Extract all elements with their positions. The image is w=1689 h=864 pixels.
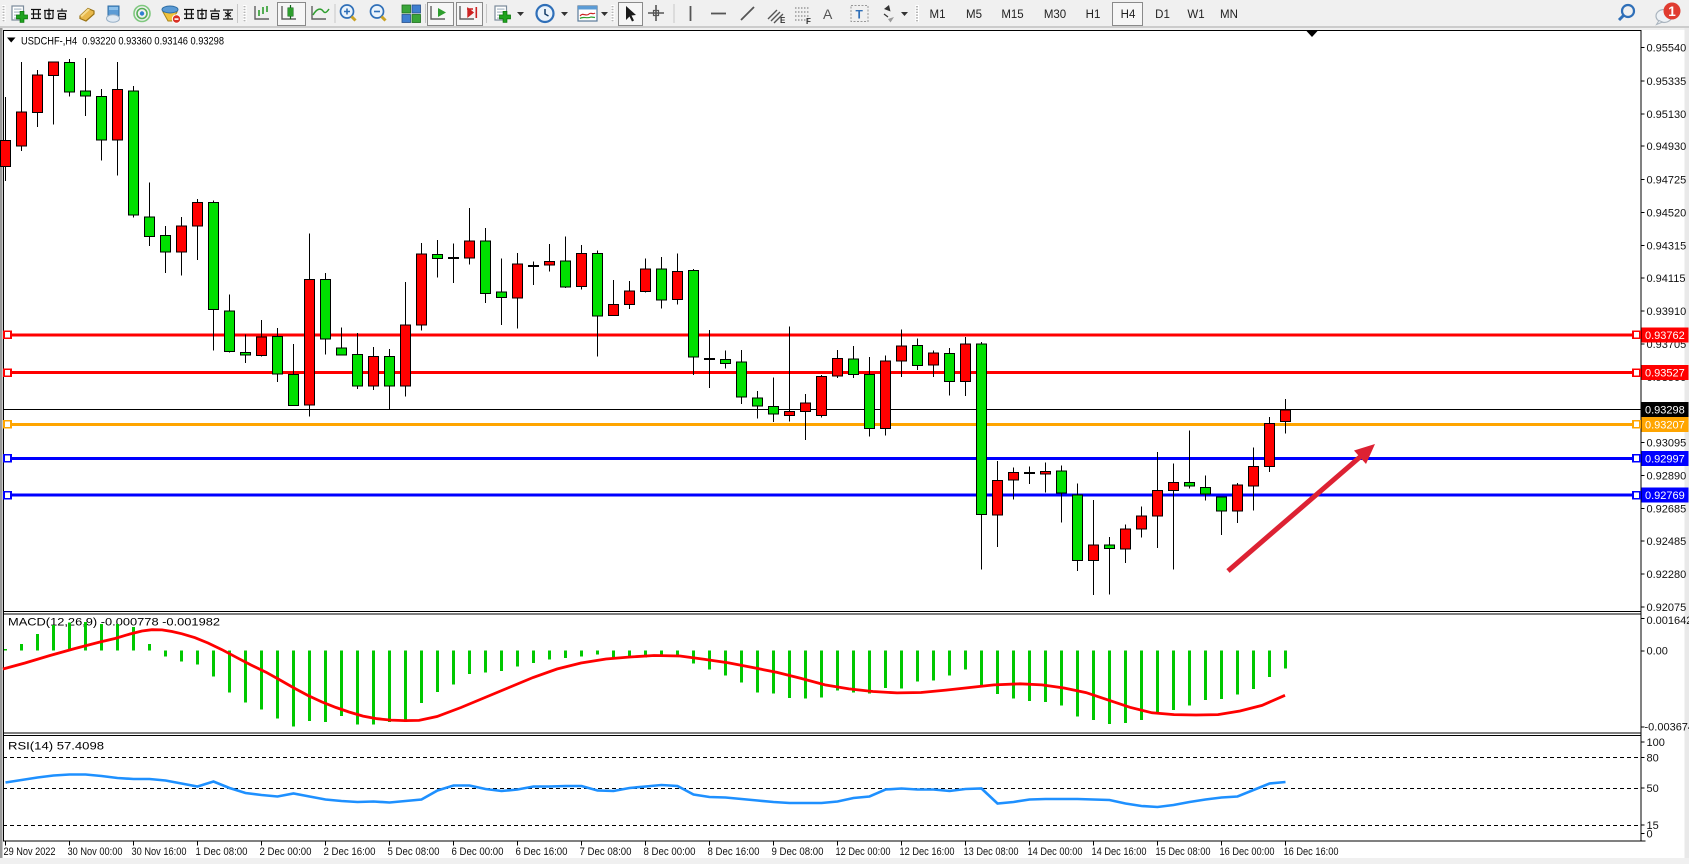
svg-text:100: 100 — [1647, 737, 1665, 749]
svg-text:12 Dec 00:00: 12 Dec 00:00 — [836, 846, 891, 858]
svg-text:9 Dec 08:00: 9 Dec 08:00 — [772, 846, 824, 858]
svg-text:0.95130: 0.95130 — [1647, 109, 1687, 121]
svg-text:M30: M30 — [1044, 9, 1066, 21]
svg-text:0.92890: 0.92890 — [1647, 471, 1687, 483]
svg-text:0.94725: 0.94725 — [1647, 174, 1687, 186]
svg-text:14 Dec 00:00: 14 Dec 00:00 — [1028, 846, 1083, 858]
svg-text:15: 15 — [1647, 820, 1659, 832]
svg-text:0.92685: 0.92685 — [1647, 504, 1687, 516]
svg-text:D1: D1 — [1155, 9, 1170, 21]
svg-text:16 Dec 00:00: 16 Dec 00:00 — [1220, 846, 1275, 858]
svg-text:0.92280: 0.92280 — [1647, 569, 1687, 581]
svg-text:0.92997: 0.92997 — [1645, 453, 1685, 465]
svg-text:H4: H4 — [1121, 9, 1136, 21]
svg-text:2 Dec 00:00: 2 Dec 00:00 — [260, 846, 312, 858]
svg-text:H1: H1 — [1086, 9, 1101, 21]
svg-text:RSI(14) 57.4098: RSI(14) 57.4098 — [8, 741, 104, 753]
svg-text:0: 0 — [1647, 829, 1653, 841]
svg-text:M5: M5 — [966, 9, 982, 21]
svg-text:0.93527: 0.93527 — [1645, 368, 1685, 380]
svg-text:MN: MN — [1220, 9, 1238, 21]
svg-text:30 Nov 00:00: 30 Nov 00:00 — [68, 846, 123, 858]
svg-text:50: 50 — [1647, 783, 1659, 795]
svg-text:14 Dec 16:00: 14 Dec 16:00 — [1092, 846, 1147, 858]
svg-text:M1: M1 — [930, 9, 946, 21]
svg-text:0.94520: 0.94520 — [1647, 207, 1687, 219]
svg-text:1: 1 — [1668, 4, 1676, 19]
svg-text:8 Dec 16:00: 8 Dec 16:00 — [708, 846, 760, 858]
svg-text:80: 80 — [1647, 753, 1659, 765]
svg-text:2 Dec 16:00: 2 Dec 16:00 — [324, 846, 376, 858]
svg-text:0.92485: 0.92485 — [1647, 536, 1687, 548]
svg-text:15 Dec 08:00: 15 Dec 08:00 — [1156, 846, 1211, 858]
svg-text:5 Dec 08:00: 5 Dec 08:00 — [388, 846, 440, 858]
svg-text:0.92075: 0.92075 — [1647, 602, 1687, 614]
svg-text:M15: M15 — [1001, 9, 1023, 21]
svg-text:W1: W1 — [1187, 9, 1204, 21]
svg-text:T: T — [856, 8, 864, 22]
svg-text:0.93207: 0.93207 — [1645, 419, 1685, 431]
svg-text:16 Dec 16:00: 16 Dec 16:00 — [1284, 846, 1339, 858]
svg-text:30 Nov 16:00: 30 Nov 16:00 — [132, 846, 187, 858]
svg-text:0.93762: 0.93762 — [1645, 330, 1685, 342]
svg-text:0.95335: 0.95335 — [1647, 76, 1687, 88]
svg-text:A: A — [823, 6, 833, 22]
svg-text:F: F — [806, 17, 811, 26]
svg-text:0.94930: 0.94930 — [1647, 141, 1687, 153]
svg-text:-0.003674: -0.003674 — [1645, 722, 1689, 734]
svg-text:USDCHF-,H4 0.93220 0.93360 0.: USDCHF-,H4 0.93220 0.93360 0.93146 0.932… — [21, 36, 224, 48]
svg-text:12 Dec 16:00: 12 Dec 16:00 — [900, 846, 955, 858]
svg-text:6 Dec 16:00: 6 Dec 16:00 — [516, 846, 568, 858]
svg-text:E: E — [780, 16, 786, 25]
svg-text:8 Dec 00:00: 8 Dec 00:00 — [644, 846, 696, 858]
svg-text:0.00: 0.00 — [1647, 646, 1668, 658]
svg-text:7 Dec 08:00: 7 Dec 08:00 — [580, 846, 632, 858]
svg-text:1 Dec 08:00: 1 Dec 08:00 — [196, 846, 248, 858]
svg-text:0.94315: 0.94315 — [1647, 241, 1687, 253]
svg-text:0.95540: 0.95540 — [1647, 43, 1687, 55]
svg-text:13 Dec 08:00: 13 Dec 08:00 — [964, 846, 1019, 858]
svg-text:0.94115: 0.94115 — [1647, 273, 1686, 285]
svg-text:0.93910: 0.93910 — [1647, 306, 1687, 318]
svg-text:6 Dec 00:00: 6 Dec 00:00 — [452, 846, 504, 858]
svg-text:0.92769: 0.92769 — [1645, 490, 1685, 502]
svg-text:0.93298: 0.93298 — [1645, 405, 1685, 417]
svg-text:0.93095: 0.93095 — [1647, 438, 1687, 450]
svg-text:29 Nov 2022: 29 Nov 2022 — [4, 846, 56, 858]
svg-text:MACD(12,26,9) -0.000778 -0.001: MACD(12,26,9) -0.000778 -0.001982 — [8, 617, 220, 629]
svg-text:0.001642: 0.001642 — [1647, 615, 1689, 627]
